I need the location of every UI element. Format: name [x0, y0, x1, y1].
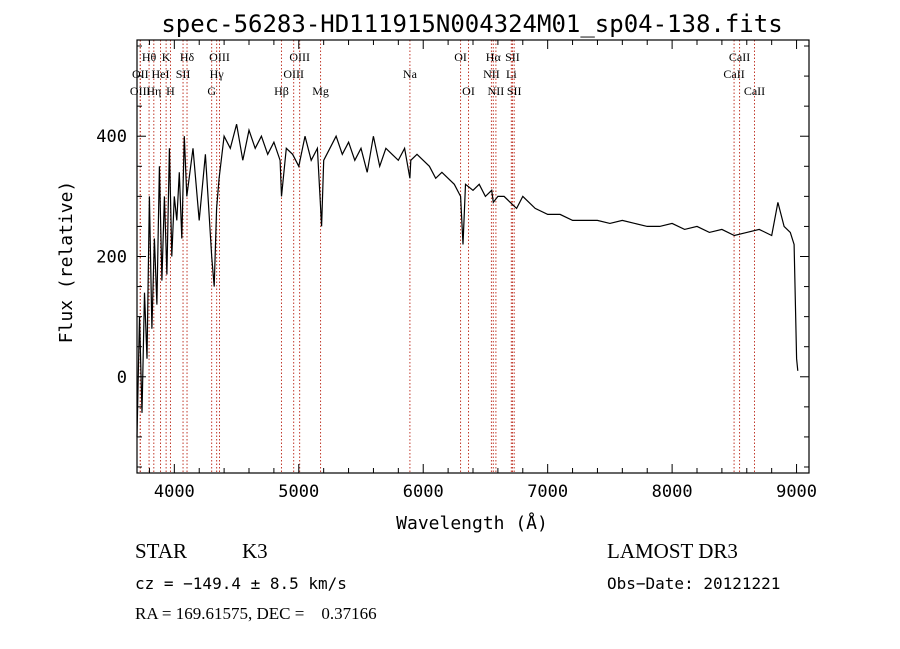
- emission-line-label-1: OII: [132, 67, 149, 81]
- emission-line-labels: Hθ OII OIII K HeI Hη H Hδ SII OIII Hγ G Hβ OIII OIII Mg…: [130, 50, 765, 98]
- emission-line-label-12: Hβ: [274, 84, 289, 98]
- emission-line-label-11: G: [207, 84, 216, 98]
- velocity-text: cz = −149.4 ± 8.5 km/s: [135, 574, 347, 593]
- y-tick-label: 400: [96, 127, 127, 147]
- emission-line-label-22: SII: [505, 50, 520, 64]
- emission-line-label-5: Hη: [146, 84, 161, 98]
- x-axis-ticks: 4000 5000 6000 7000 8000 9000: [148, 40, 817, 502]
- y-axis-label: Flux (relative): [56, 181, 77, 344]
- emission-line-label-10: Hγ: [210, 67, 225, 81]
- emission-line-label-19: Hα: [486, 50, 502, 64]
- emission-line-label-7: Hδ: [180, 50, 195, 64]
- object-class: STAR: [135, 539, 187, 563]
- emission-line-label-18: OI: [462, 84, 475, 98]
- y-axis-ticks: 0 200 400: [96, 45, 809, 468]
- spectrum-line: [136, 124, 799, 437]
- emission-line-label-6: H: [166, 84, 175, 98]
- x-tick-label: 7000: [527, 482, 568, 502]
- x-tick-label: 8000: [652, 482, 693, 502]
- spectral-subclass: K3: [242, 539, 268, 563]
- emission-line-label-9: OIII: [209, 50, 230, 64]
- x-tick-label: 6000: [403, 482, 444, 502]
- chart-title: spec-56283-HD111915N004324M01_sp04-138.f…: [161, 10, 782, 38]
- emission-line-label-25: CaII: [729, 50, 750, 64]
- emission-line-label-24: SII: [507, 84, 522, 98]
- emission-line-label-13: OIII: [289, 50, 310, 64]
- emission-line-label-17: OI: [454, 50, 467, 64]
- y-tick-label: 200: [96, 248, 127, 268]
- emission-line-label-23: Li: [506, 67, 517, 81]
- survey-name: LAMOST DR3: [607, 539, 738, 563]
- coordinates-text: RA = 169.61575, DEC = 0.37166: [135, 604, 377, 623]
- emission-line-label-4: HeI: [152, 67, 170, 81]
- emission-line-label-14: OIII: [283, 67, 304, 81]
- emission-line-label-20: NII: [483, 67, 500, 81]
- emission-line-label-26: CaII: [723, 67, 744, 81]
- obs-date: Obs−Date: 20121221: [607, 574, 780, 593]
- emission-line-label-15: Mg: [312, 84, 329, 98]
- emission-line-label-8: SII: [176, 67, 191, 81]
- y-tick-label: 0: [117, 368, 127, 388]
- emission-line-label-16: Na: [403, 67, 418, 81]
- emission-line-label-0: Hθ: [142, 50, 157, 64]
- emission-line-label-3: K: [162, 50, 171, 64]
- emission-line-markers: [139, 40, 755, 473]
- x-tick-label: 4000: [154, 482, 195, 502]
- emission-line-label-2: OIII: [130, 84, 151, 98]
- emission-line-label-27: CaII: [744, 84, 765, 98]
- emission-line-label-21: NII: [488, 84, 505, 98]
- x-axis-label: Wavelength (Å): [396, 512, 548, 534]
- x-tick-label: 9000: [776, 482, 817, 502]
- plot-frame: [136, 39, 810, 474]
- x-tick-label: 5000: [278, 482, 319, 502]
